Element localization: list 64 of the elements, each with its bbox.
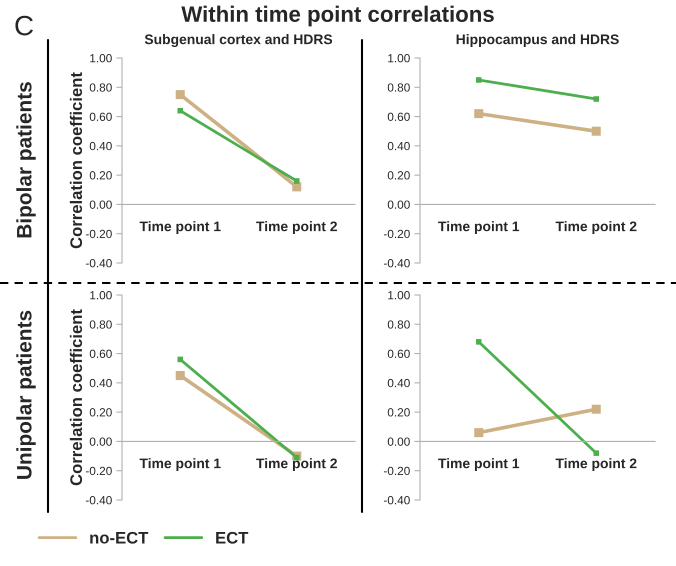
point: [593, 96, 600, 102]
y-tick-label: 0.80: [90, 320, 112, 329]
y-tick-label: 0.00: [388, 437, 410, 446]
legend-label: no-ECT: [90, 532, 148, 544]
y-tick-label: 0.40: [388, 142, 410, 150]
text: Bipolar patients: [16, 82, 36, 238]
point: [592, 404, 601, 414]
point: [592, 126, 601, 136]
y-tick-label: 0.80: [388, 83, 410, 92]
y-tick-label: -0.40: [384, 259, 410, 268]
point: [176, 371, 185, 380]
point: [177, 356, 184, 362]
y-tick-label: -0.20: [384, 466, 410, 476]
y-tick-label: 0.00: [90, 437, 112, 446]
point: [176, 90, 185, 100]
y-tick-label: 0.00: [388, 200, 410, 209]
y-axis-title: Correlation coefficient: [70, 309, 82, 486]
y-tick-label: 0.60: [90, 350, 112, 358]
text: C: [15, 16, 33, 36]
x-tick-label: Time point 2: [556, 221, 636, 234]
chart-title: Hippocampus and HDRS: [456, 34, 619, 47]
y-tick-label: 1.00: [388, 291, 410, 300]
y-tick-label: 1.00: [388, 54, 410, 62]
y-tick-label: -0.20: [384, 230, 410, 238]
y-tick-label: 0.20: [388, 408, 410, 417]
text: Within time point correlations: [181, 6, 494, 26]
text: Unipolar patients: [16, 310, 36, 479]
point: [474, 109, 484, 118]
y-tick-label: 0.80: [90, 83, 112, 92]
x-tick-label: Time point 2: [556, 458, 636, 472]
point: [476, 77, 482, 83]
y-tick-label: 1.00: [90, 291, 112, 300]
y-tick-label: 0.80: [388, 320, 410, 329]
point: [474, 428, 484, 438]
point: [476, 339, 482, 345]
point: [294, 178, 300, 184]
y-tick-label: 0.40: [388, 378, 410, 388]
point: [177, 108, 184, 114]
y-tick-label: 0.20: [388, 171, 410, 180]
chart-title: Subgenual cortex and HDRS: [144, 34, 332, 48]
x-tick-label: Time point 1: [140, 221, 221, 234]
y-tick-label: 0.60: [388, 112, 410, 121]
y-tick-label: 0.60: [90, 112, 112, 121]
y-axis-title: Correlation coefficient: [70, 72, 82, 248]
y-tick-label: 0.20: [90, 171, 112, 180]
y-tick-label: 0.40: [90, 142, 112, 150]
y-tick-label: 1.00: [90, 54, 112, 62]
y-tick-label: 0.00: [90, 200, 112, 209]
x-tick-label: Time point 2: [256, 458, 337, 472]
point: [292, 182, 302, 192]
legend-label: ECT: [216, 532, 248, 544]
y-tick-label: -0.40: [86, 496, 112, 504]
x-tick-label: Time point 1: [438, 458, 520, 472]
x-tick-label: Time point 1: [140, 458, 221, 472]
y-tick-label: -0.20: [86, 230, 112, 238]
point: [593, 450, 600, 456]
x-tick-label: Time point 2: [256, 221, 337, 234]
x-tick-label: Time point 1: [438, 221, 520, 234]
y-tick-label: 0.20: [90, 408, 112, 417]
y-tick-label: -0.20: [86, 466, 112, 476]
y-tick-label: -0.40: [86, 259, 112, 268]
y-tick-label: -0.40: [384, 496, 410, 504]
y-tick-label: 0.40: [90, 378, 112, 388]
y-tick-label: 0.60: [388, 350, 410, 358]
